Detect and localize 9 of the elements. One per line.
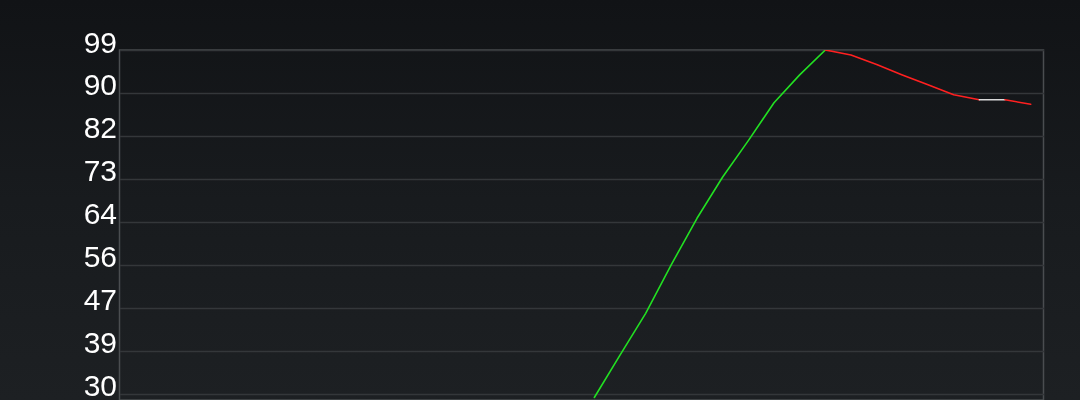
y-tick-label: 64 bbox=[83, 197, 117, 231]
y-tick-label: 82 bbox=[83, 111, 117, 145]
y-tick-label: 39 bbox=[83, 326, 117, 360]
y-tick-label: 90 bbox=[83, 68, 117, 102]
y-tick-label: 30 bbox=[83, 369, 117, 400]
y-tick-label: 73 bbox=[83, 154, 117, 188]
y-tick-label: 47 bbox=[83, 283, 117, 317]
y-tick-label: 56 bbox=[83, 240, 117, 274]
y-tick-label: 99 bbox=[83, 25, 117, 59]
